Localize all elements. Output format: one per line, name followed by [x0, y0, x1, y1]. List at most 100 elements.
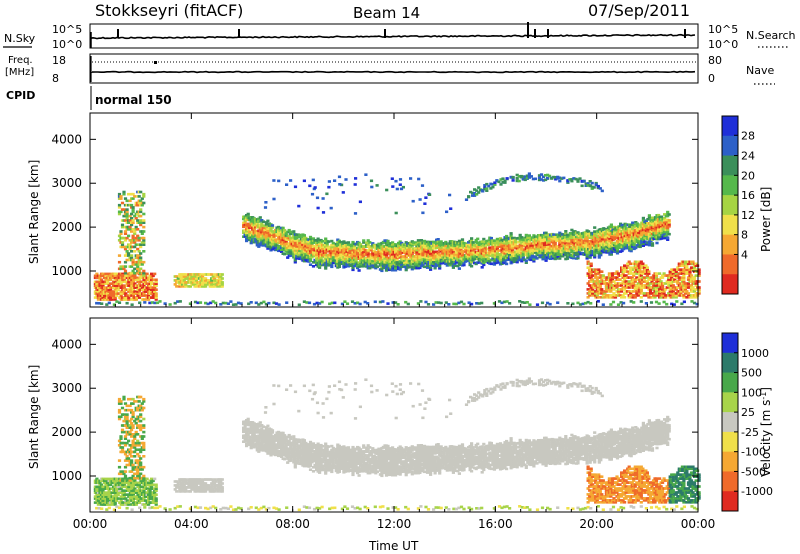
power-cell	[293, 241, 297, 244]
power-cell	[657, 213, 661, 217]
power-cell	[499, 178, 503, 181]
power-cell	[130, 265, 134, 268]
power-cell	[131, 219, 135, 222]
power-cell	[439, 301, 443, 305]
power-cell	[654, 272, 659, 275]
power-cell	[483, 184, 487, 187]
power-cell	[677, 276, 681, 279]
power-cell	[432, 258, 436, 261]
power-cell	[96, 298, 100, 301]
velocity-cell	[248, 437, 252, 440]
power-cell	[521, 175, 525, 178]
power-cell	[630, 276, 634, 279]
power-cell	[486, 257, 490, 260]
power-cell	[127, 254, 131, 257]
power-cell	[119, 197, 123, 200]
power-cell	[264, 238, 268, 242]
power-cell	[541, 175, 546, 179]
power-cell	[128, 219, 132, 222]
power-cell	[365, 257, 369, 260]
power-cell	[392, 252, 396, 256]
power-cell	[658, 282, 662, 285]
power-cell	[261, 244, 265, 247]
power-cell	[595, 276, 599, 279]
power-cell	[647, 284, 651, 287]
power-cell	[154, 288, 158, 291]
power-cell	[142, 260, 146, 264]
power-cell	[524, 259, 528, 263]
power-cell	[351, 248, 355, 252]
power-cell	[523, 176, 527, 180]
power-cell	[692, 290, 697, 293]
power-cell	[139, 199, 143, 203]
power-cell	[652, 237, 656, 241]
power-cell	[638, 245, 642, 249]
power-cell	[505, 177, 509, 180]
power-cell	[662, 300, 666, 304]
power-cell	[359, 243, 363, 246]
power-cell	[181, 277, 185, 280]
power-cell	[539, 237, 544, 241]
power-cell	[274, 302, 279, 305]
power-cell	[263, 228, 267, 232]
power-cell	[257, 245, 261, 248]
power-cell	[626, 270, 630, 273]
power-cell	[651, 278, 656, 281]
power-cell	[593, 232, 597, 235]
power-cell	[585, 255, 589, 258]
power-cell	[280, 250, 284, 253]
power-cell	[101, 284, 105, 287]
power-cell	[220, 285, 224, 288]
power-cell	[142, 292, 146, 295]
power-cell	[689, 274, 694, 277]
power-cell	[561, 254, 565, 258]
power-cell	[179, 285, 183, 288]
power-cell	[600, 290, 604, 293]
power-cell	[529, 258, 533, 262]
power-cell	[127, 288, 131, 291]
power-cell	[609, 288, 613, 291]
power-cell	[618, 294, 622, 297]
power-cell	[130, 256, 134, 260]
power-cell	[433, 257, 437, 260]
power-cell	[564, 232, 568, 235]
power-cell	[339, 252, 343, 256]
power-cell	[667, 232, 671, 236]
power-ytick-label-3: 4000	[51, 132, 82, 146]
power-cell	[544, 235, 548, 239]
power-cell	[262, 300, 266, 304]
power-cell	[391, 301, 395, 304]
power-cell	[632, 233, 636, 237]
power-cell	[632, 296, 636, 299]
power-cell	[613, 272, 618, 275]
power-cell	[632, 262, 636, 266]
power-cell	[627, 282, 631, 285]
power-cell	[547, 239, 551, 242]
power-cell	[556, 301, 560, 304]
power-cell	[562, 176, 566, 180]
power-cell	[311, 265, 316, 268]
power-cell	[695, 302, 699, 306]
power-cell	[150, 276, 154, 280]
power-cell	[525, 176, 529, 180]
power-cell	[548, 174, 552, 178]
power-cell	[639, 300, 643, 303]
power-cell	[662, 272, 666, 275]
power-cell	[658, 272, 662, 275]
power-cell	[377, 242, 381, 246]
power-cell	[246, 222, 250, 226]
power-cell	[418, 198, 422, 201]
nave-label: Nave	[746, 64, 774, 77]
power-cell	[299, 245, 303, 249]
nsky-right-tick-top: 10^5	[708, 23, 738, 36]
power-cell	[293, 253, 297, 256]
power-cell	[624, 274, 628, 277]
power-cell	[454, 251, 458, 254]
power-cell	[243, 221, 247, 224]
power-cell	[173, 283, 177, 286]
power-cell	[552, 233, 556, 236]
power-cell	[645, 274, 649, 277]
power-cell	[514, 238, 518, 242]
power-cell	[131, 258, 135, 262]
power-cell	[492, 239, 496, 242]
